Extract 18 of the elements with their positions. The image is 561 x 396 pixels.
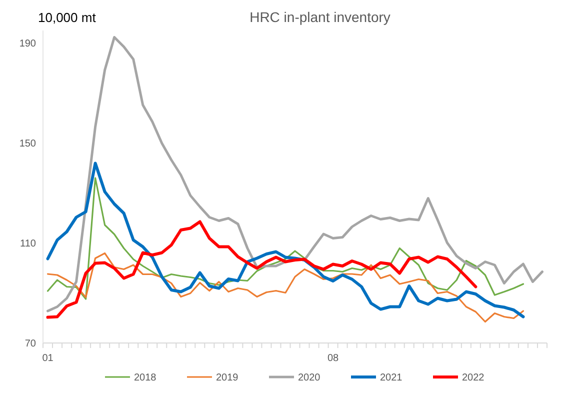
legend-label: 2019 xyxy=(216,372,239,384)
legend-label: 2022 xyxy=(462,372,485,384)
y-tick-label: 70 xyxy=(24,338,36,350)
line-series xyxy=(46,177,524,300)
chart-title: HRC in-plant inventory xyxy=(250,9,390,25)
legend-label: 2021 xyxy=(380,372,403,384)
line-series xyxy=(46,220,478,319)
line-series xyxy=(46,252,524,323)
y-tick-label: 110 xyxy=(20,238,36,250)
y-tick-label: 190 xyxy=(19,38,36,50)
legend-label: 2018 xyxy=(134,372,157,384)
x-tick-label: 01 xyxy=(42,353,54,364)
line-series xyxy=(46,36,544,312)
y-axis-title: 10,000 mt xyxy=(38,10,96,25)
line-series xyxy=(46,162,525,318)
legend-label: 2020 xyxy=(298,372,321,384)
x-tick-label: 08 xyxy=(327,353,340,364)
y-tick-label: 150 xyxy=(19,138,36,150)
